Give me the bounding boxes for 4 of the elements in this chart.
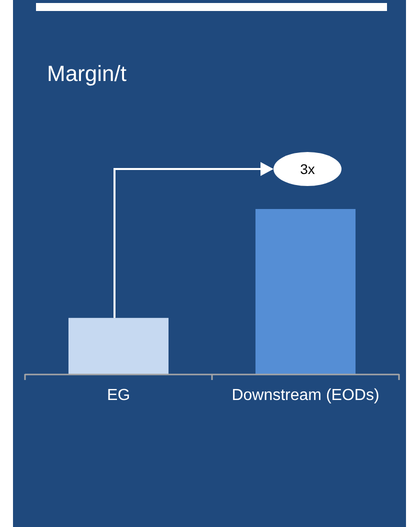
x-tick-label: Downstream (EODs): [232, 387, 380, 404]
x-tick-label: EG: [106, 387, 130, 404]
chart-title: Margin/t: [47, 61, 126, 86]
text: 3x: [300, 161, 315, 177]
